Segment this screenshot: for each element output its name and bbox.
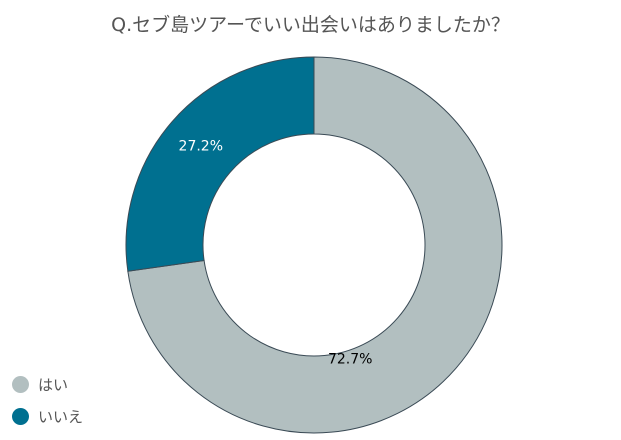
legend-label-yes: はい [38,375,69,394]
legend-item-yes[interactable]: はい [12,368,83,400]
slice-yes[interactable] [127,56,503,434]
legend-item-no[interactable]: いいえ [12,400,83,432]
labels-group: 72.7% 27.2% [179,139,373,368]
slice-label-no: 27.2% [179,139,223,155]
legend: はい いいえ [12,368,83,432]
slice-no[interactable] [125,56,315,272]
slices-group [125,56,503,434]
legend-label-no: いいえ [38,407,84,426]
slice-label-yes: 72.7% [328,351,372,367]
chart-title: Q.セブ島ツアーでいい出会いはありましたか？ [111,14,510,36]
legend-swatch-no [12,407,29,425]
legend-swatch-yes [12,375,29,393]
